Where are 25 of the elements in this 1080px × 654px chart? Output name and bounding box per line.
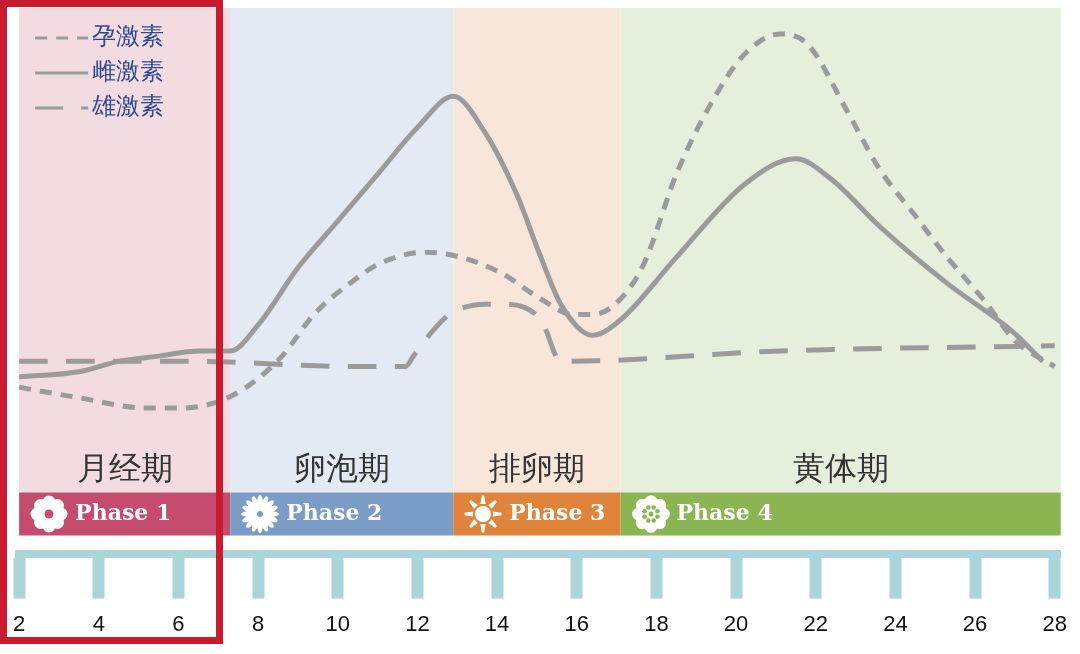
band-label: 排卵期: [488, 448, 585, 487]
band-label: Phase 1: [75, 498, 172, 525]
x-tick-label: 8: [251, 610, 265, 636]
legend-label: 雄激素: [91, 92, 165, 121]
x-tick-label: 14: [484, 610, 510, 636]
x-tick-label: 10: [325, 610, 351, 636]
band-label: 黄体期: [792, 448, 889, 487]
legend-label: 雌激素: [92, 57, 165, 86]
x-tick-label: 20: [723, 610, 749, 636]
band-label: Phase 2: [286, 498, 383, 525]
x-tick-label: 24: [883, 610, 908, 636]
legend-label: 孕激素: [92, 22, 165, 51]
x-tick-label: 4: [92, 610, 105, 636]
band-label: Phase 3: [509, 498, 606, 525]
band-label: 月经期: [76, 448, 173, 487]
band-label: Phase 4: [676, 498, 773, 525]
band-label: 卵泡期: [293, 448, 390, 487]
x-tick-label: 18: [644, 610, 669, 636]
x-tick-label: 12: [405, 610, 430, 636]
x-tick-label: 16: [564, 610, 589, 636]
x-tick-label: 28: [1042, 610, 1067, 636]
x-tick-label: 22: [803, 610, 828, 636]
x-tick-label: 6: [172, 610, 185, 636]
x-tick-label: 26: [962, 610, 988, 636]
x-tick-label: 2: [12, 610, 26, 636]
